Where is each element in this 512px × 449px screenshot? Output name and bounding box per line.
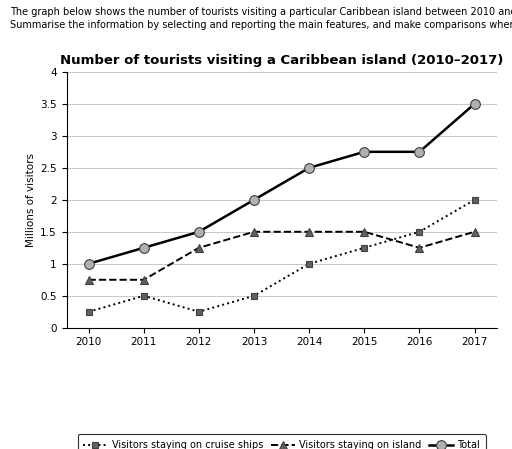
Title: Number of tourists visiting a Caribbean island (2010–2017): Number of tourists visiting a Caribbean … bbox=[60, 53, 503, 66]
Legend: Visitors staying on cruise ships, Visitors staying on island, Total: Visitors staying on cruise ships, Visito… bbox=[77, 434, 486, 449]
Text: Summarise the information by selecting and reporting the main features, and make: Summarise the information by selecting a… bbox=[10, 20, 512, 30]
Text: The graph below shows the number of tourists visiting a particular Caribbean isl: The graph below shows the number of tour… bbox=[10, 7, 512, 17]
Y-axis label: Millions of visitors: Millions of visitors bbox=[26, 153, 36, 247]
